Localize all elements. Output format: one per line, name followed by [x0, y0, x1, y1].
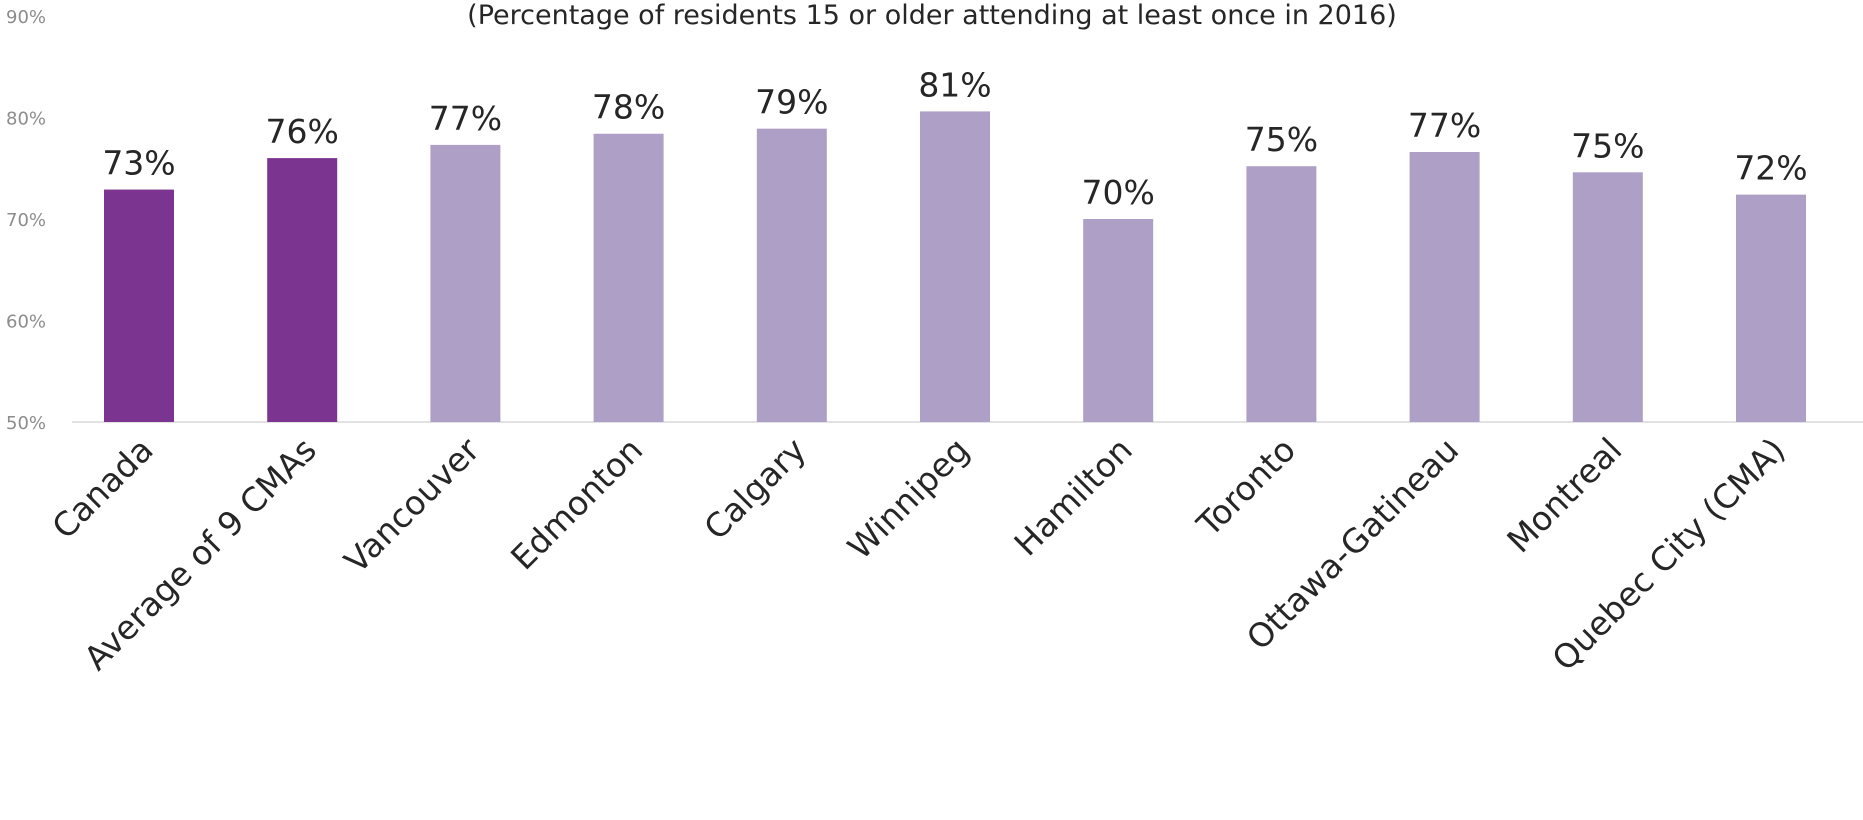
x-tick-label: Vancouver — [337, 430, 488, 581]
x-tick-label: Montreal — [1499, 430, 1629, 560]
y-tick-label: 50% — [6, 413, 46, 434]
y-tick-label: 90% — [6, 7, 46, 28]
data-label: 75% — [1571, 126, 1644, 165]
data-label: 78% — [592, 88, 665, 127]
data-label: 77% — [1408, 106, 1481, 145]
bar — [267, 158, 338, 422]
data-label: 75% — [1245, 120, 1318, 159]
bar — [104, 189, 174, 422]
x-tick-label: Canada — [44, 430, 160, 546]
data-label: 72% — [1734, 149, 1807, 188]
data-label: 77% — [429, 99, 502, 138]
bar — [1083, 219, 1154, 422]
y-axis: 50% 60% 70% 80% 90% — [6, 7, 46, 434]
data-label: 70% — [1082, 173, 1155, 212]
data-label: 81% — [918, 65, 991, 104]
bar — [1409, 152, 1480, 422]
bar — [1736, 194, 1806, 422]
data-label: 73% — [102, 144, 175, 183]
bars — [104, 111, 1806, 423]
x-tick-label: Edmonton — [503, 430, 650, 577]
bar — [1246, 166, 1317, 422]
x-tick-label: Toronto — [1189, 430, 1303, 544]
x-tick-label: Calgary — [696, 430, 813, 547]
x-tick-label: Winnipeg — [840, 430, 977, 567]
data-label: 79% — [755, 83, 828, 122]
data-labels: 73% 76% 77% 78% 79% 81% 70% 75% 77% 75% 72% — [102, 65, 1807, 212]
y-tick-label: 80% — [6, 109, 46, 130]
x-tick-label: Hamilton — [1007, 430, 1140, 563]
bar — [920, 111, 990, 422]
data-label: 76% — [266, 112, 339, 151]
bar — [593, 133, 664, 423]
bar — [430, 144, 501, 422]
y-tick-label: 70% — [6, 210, 46, 231]
chart-subtitle: (Percentage of residents 15 or older att… — [467, 0, 1397, 31]
y-tick-label: 60% — [6, 312, 46, 333]
bar — [1572, 172, 1643, 422]
bar — [756, 128, 827, 423]
